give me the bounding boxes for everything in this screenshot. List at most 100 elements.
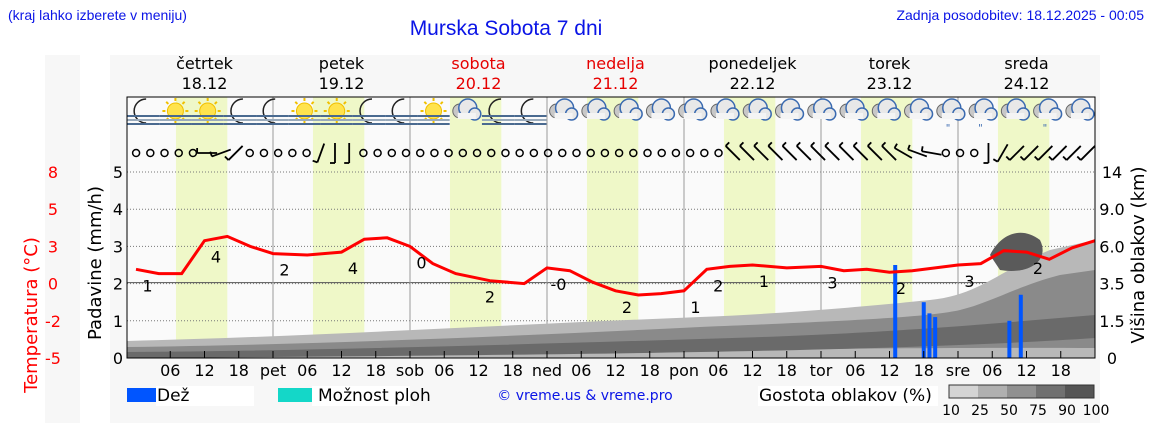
grid-lines xyxy=(127,97,1095,358)
plot-frame xyxy=(126,96,1096,359)
calm-wind-icon xyxy=(671,148,681,158)
wind-barb-icon xyxy=(329,143,336,164)
svg-text:": " xyxy=(1043,123,1048,134)
day-date: 20.12 xyxy=(456,74,502,93)
cloudy-icon xyxy=(452,98,482,121)
wind-barb-icon xyxy=(753,141,769,161)
wind-barb-icon xyxy=(1062,145,1082,161)
rain-legend-label: Dež xyxy=(157,386,190,406)
cloud-height-tick: 14 xyxy=(1102,163,1122,182)
x-tick-label: 18 xyxy=(366,361,386,380)
wind-barb-icon xyxy=(209,148,232,158)
wind-barb-icon xyxy=(920,146,942,156)
temperature-line xyxy=(135,234,1096,297)
temp-axis-panel xyxy=(45,55,80,423)
calm-wind-icon xyxy=(259,148,269,158)
cloudy-icon xyxy=(645,98,676,121)
cloudy-icon xyxy=(839,98,869,121)
daylight-bands xyxy=(175,97,1050,358)
cloudy-icon xyxy=(1065,98,1095,121)
wind-barb-icon xyxy=(739,141,755,161)
day-name: petek xyxy=(319,55,365,73)
wind-barb-icon xyxy=(893,143,913,159)
cloudy-icon xyxy=(710,98,740,121)
day-date: 18.12 xyxy=(182,74,228,93)
moon-fog-icon xyxy=(481,98,515,125)
wind-barb-icon xyxy=(312,143,326,164)
wind-barb-icon xyxy=(796,141,812,161)
cloud-drizzle-icon: " xyxy=(936,98,966,134)
temp-label: 1 xyxy=(759,272,769,291)
wind-barb-icon xyxy=(838,141,855,161)
wind-barb-icon xyxy=(881,141,897,161)
calm-wind-icon xyxy=(373,148,382,158)
copyright-link[interactable]: © vreme.us & vreme.pro xyxy=(497,388,672,404)
calm-wind-icon xyxy=(273,148,283,158)
moon-fog-icon xyxy=(223,98,257,125)
cloud-height-axis-title: Višina oblakov (km) xyxy=(1128,166,1149,343)
x-tick-label: 06 xyxy=(571,361,591,380)
cloudy-icon xyxy=(904,98,934,121)
x-tick-label: 06 xyxy=(434,361,454,380)
cloudy-icon xyxy=(678,98,708,121)
day-name: sreda xyxy=(1004,55,1048,73)
day-date: 23.12 xyxy=(867,74,913,93)
temp-label: 2 xyxy=(896,279,906,298)
x-tick-label: sre xyxy=(946,361,970,380)
rain-bar xyxy=(933,317,938,358)
x-tick-label: 06 xyxy=(708,361,728,380)
x-tick-label: 12 xyxy=(742,361,762,380)
wind-barb-icon xyxy=(1005,145,1025,161)
precip-axis-title: Padavine (mm/h) xyxy=(85,186,106,340)
calm-wind-icon xyxy=(359,148,368,158)
storm-legend-label: Možnost ploh xyxy=(318,386,431,406)
x-tick-label: 18 xyxy=(914,361,934,380)
calm-wind-icon xyxy=(401,148,411,158)
cloud-height-tick: 9.0 xyxy=(1099,200,1124,219)
wind-barb-icon xyxy=(1048,145,1068,161)
sun-fog-icon xyxy=(159,98,192,125)
temp-label: 2 xyxy=(279,261,289,280)
wind-barb-icon xyxy=(1019,145,1039,161)
wind-barb-icon xyxy=(344,143,351,164)
precip-tick: 4 xyxy=(113,200,123,219)
temp-label: -0 xyxy=(550,275,566,294)
temperature-labels: 142 4 02-02 12 1 3 2 32 xyxy=(142,248,1043,317)
density-tick: 25 xyxy=(971,403,989,419)
location-hint[interactable]: (kraj lahko izberete v meniju) xyxy=(8,7,187,23)
wind-barb-icon xyxy=(810,141,826,161)
legend: Dež Možnost ploh © vreme.us & vreme.pro … xyxy=(127,384,1109,419)
day-date: 19.12 xyxy=(319,74,365,93)
temp-label: 4 xyxy=(211,248,221,267)
temp-tick: 5 xyxy=(48,200,58,219)
cloudy-icon xyxy=(613,98,643,121)
x-tick-label: 06 xyxy=(297,361,317,380)
cloudy-icon xyxy=(871,98,902,121)
wind-barb-icon xyxy=(781,141,798,161)
cloud-height-tick: 0 xyxy=(1107,349,1117,368)
svg-text:": " xyxy=(946,123,951,134)
calm-wind-icon xyxy=(245,148,254,158)
wind-barb-icon xyxy=(983,143,990,164)
wind-barb-icon xyxy=(767,141,784,161)
calm-wind-icon xyxy=(558,148,567,158)
day-name: torek xyxy=(869,55,911,73)
x-tick-label: 12 xyxy=(194,361,214,380)
x-tick-label: 12 xyxy=(331,361,351,380)
temp-label: 1 xyxy=(690,298,700,317)
x-tick-label: 18 xyxy=(1051,361,1071,380)
wind-barb-icon xyxy=(725,141,741,161)
temp-label: 2 xyxy=(485,288,495,307)
temp-label: 3 xyxy=(964,272,974,291)
wind-barb-icon xyxy=(852,141,869,161)
calm-wind-icon xyxy=(700,148,709,158)
temp-tick: -5 xyxy=(45,349,61,368)
calm-wind-icon xyxy=(387,148,397,158)
day-name: sobota xyxy=(451,55,505,73)
x-tick-label: 18 xyxy=(777,361,797,380)
calm-wind-icon xyxy=(941,148,951,158)
calm-wind-icon xyxy=(302,148,311,158)
calm-wind-icon xyxy=(515,148,524,158)
day-date: 24.12 xyxy=(1004,74,1050,93)
